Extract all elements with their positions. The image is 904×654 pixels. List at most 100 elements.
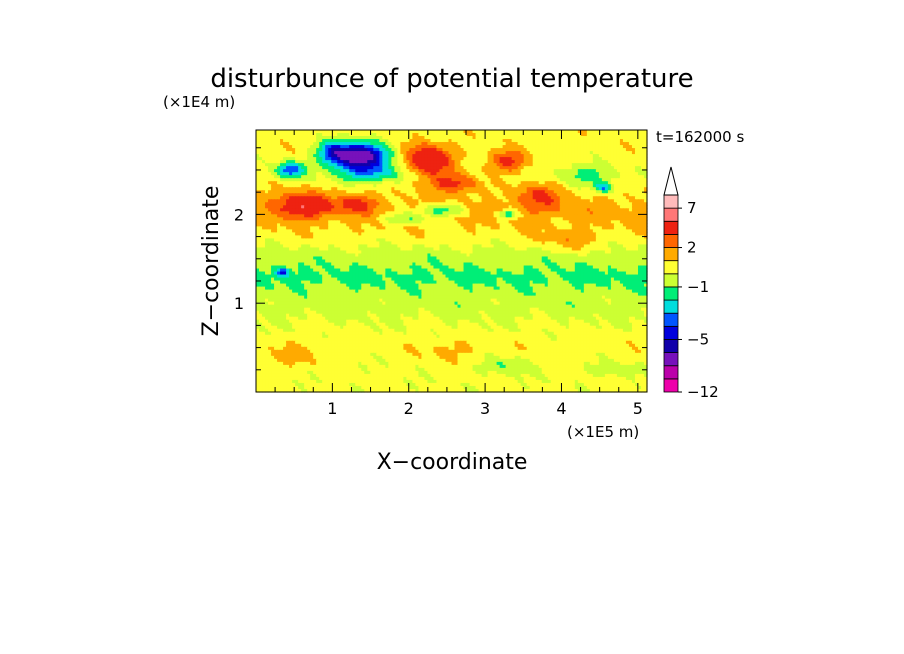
contour-cell — [451, 208, 456, 212]
contour-cell — [271, 193, 275, 197]
contour-cell — [607, 217, 612, 221]
contour-cell — [472, 226, 477, 230]
contour-cell — [277, 139, 281, 143]
contour-cell — [523, 214, 528, 218]
contour-cell — [595, 223, 600, 227]
contour-cell — [520, 199, 525, 203]
contour-cell — [535, 169, 540, 173]
contour-cell — [391, 145, 395, 149]
contour-cell — [559, 235, 564, 240]
contour-cell — [643, 193, 648, 197]
contour-cell — [322, 241, 326, 246]
contour-cell — [628, 190, 633, 194]
contour-cell — [580, 181, 585, 185]
contour-cell — [550, 190, 555, 194]
contour-cell — [385, 223, 389, 227]
contour-cell — [532, 238, 537, 243]
contour-cell — [400, 133, 404, 137]
contour-cell — [511, 133, 516, 137]
contour-cell — [478, 214, 483, 218]
contour-cell — [295, 208, 299, 212]
contour-cell — [277, 160, 281, 164]
contour-cell — [442, 241, 447, 246]
contour-cell — [304, 151, 308, 155]
contour-cell — [394, 208, 398, 212]
contour-cell — [325, 187, 329, 191]
contour-cell — [457, 133, 462, 137]
contour-cell — [394, 232, 398, 236]
contour-cell — [565, 193, 570, 197]
contour-cell — [337, 151, 341, 155]
contour-cell — [511, 211, 516, 215]
contour-cell — [436, 187, 441, 191]
contour-cell — [553, 184, 558, 188]
contour-cell — [358, 178, 362, 182]
contour-cell — [607, 235, 612, 240]
contour-cell — [589, 133, 594, 137]
contour-cell — [328, 169, 332, 173]
contour-cell — [439, 130, 444, 134]
contour-cell — [556, 148, 561, 152]
contour-cell — [349, 220, 353, 224]
contour-cell — [313, 151, 317, 155]
contour-cell — [289, 130, 293, 134]
contour-cell — [523, 160, 528, 164]
contour-cell — [457, 175, 462, 179]
contour-cell — [583, 166, 588, 170]
contour-cell — [379, 169, 383, 173]
contour-cell — [550, 142, 555, 146]
contour-cell — [394, 241, 398, 246]
contour-cell — [547, 142, 552, 146]
contour-cell — [472, 196, 477, 200]
contour-cell — [541, 187, 546, 191]
contour-cell — [619, 214, 624, 218]
contour-cell — [577, 145, 582, 149]
contour-cell — [271, 205, 275, 209]
contour-cell — [376, 151, 380, 155]
contour-cell — [529, 154, 534, 158]
contour-cell — [364, 217, 368, 221]
contour-cell — [292, 238, 296, 243]
contour-cell — [466, 163, 471, 167]
contour-cell — [496, 148, 501, 152]
contour-cell — [439, 172, 444, 176]
contour-cell — [568, 196, 573, 200]
contour-cell — [409, 229, 413, 233]
contour-cell — [520, 184, 525, 188]
contour-cell — [451, 226, 456, 230]
contour-cell — [451, 232, 456, 236]
contour-cell — [637, 217, 642, 221]
contour-cell — [574, 217, 579, 221]
contour-cell — [586, 160, 591, 164]
contour-cell — [328, 193, 332, 197]
contour-cell — [433, 199, 438, 203]
contour-cell — [352, 196, 356, 200]
contour-cell — [463, 217, 468, 221]
contour-cell — [364, 190, 368, 194]
contour-cell — [328, 235, 332, 240]
contour-cell — [574, 208, 579, 212]
contour-cell — [307, 244, 311, 249]
contour-cell — [271, 238, 275, 243]
contour-cell — [322, 211, 326, 215]
contour-cell — [412, 157, 417, 161]
contour-cell — [373, 151, 377, 155]
contour-cell — [526, 223, 531, 227]
contour-cell — [565, 217, 570, 221]
contour-cell — [403, 199, 407, 203]
contour-cell — [643, 133, 648, 137]
contour-cell — [379, 178, 383, 182]
contour-cell — [502, 199, 507, 203]
contour-cell — [313, 208, 317, 212]
contour-cell — [286, 214, 290, 218]
contour-cell — [316, 241, 320, 246]
contour-cell — [577, 136, 582, 140]
contour-cell — [274, 172, 278, 176]
contour-cell — [301, 184, 305, 188]
contour-cell — [391, 238, 395, 243]
contour-cell — [529, 226, 534, 230]
contour-cell — [583, 163, 588, 167]
contour-cell — [283, 184, 287, 188]
contour-cell — [451, 136, 456, 140]
contour-cell — [346, 205, 350, 209]
